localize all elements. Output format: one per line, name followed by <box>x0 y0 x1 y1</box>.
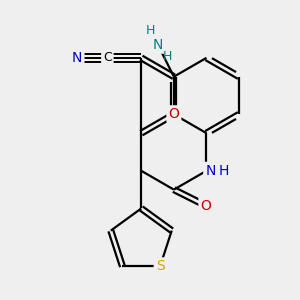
Text: N: N <box>205 164 216 178</box>
Text: O: O <box>200 199 211 213</box>
Text: H: H <box>219 164 230 178</box>
Text: H: H <box>145 24 154 37</box>
Text: S: S <box>156 260 164 273</box>
Text: C: C <box>103 51 112 64</box>
Text: H: H <box>163 50 172 63</box>
Text: N: N <box>153 38 163 52</box>
Text: N: N <box>72 51 83 65</box>
Text: O: O <box>168 107 179 121</box>
